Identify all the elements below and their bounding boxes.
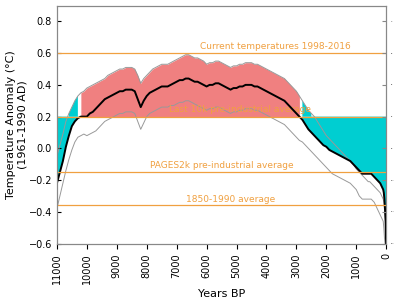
Text: Current temperatures 1998-2016: Current temperatures 1998-2016 [200, 42, 350, 51]
X-axis label: Years BP: Years BP [198, 289, 245, 300]
Text: Last 10k pre-industrial average: Last 10k pre-industrial average [169, 105, 311, 114]
Y-axis label: Temperature Anomaly (°C)
(1961-1990 AD): Temperature Anomaly (°C) (1961-1990 AD) [6, 50, 27, 199]
Text: 1850-1990 average: 1850-1990 average [186, 195, 275, 203]
Text: PAGES2k pre-industrial average: PAGES2k pre-industrial average [150, 161, 293, 170]
